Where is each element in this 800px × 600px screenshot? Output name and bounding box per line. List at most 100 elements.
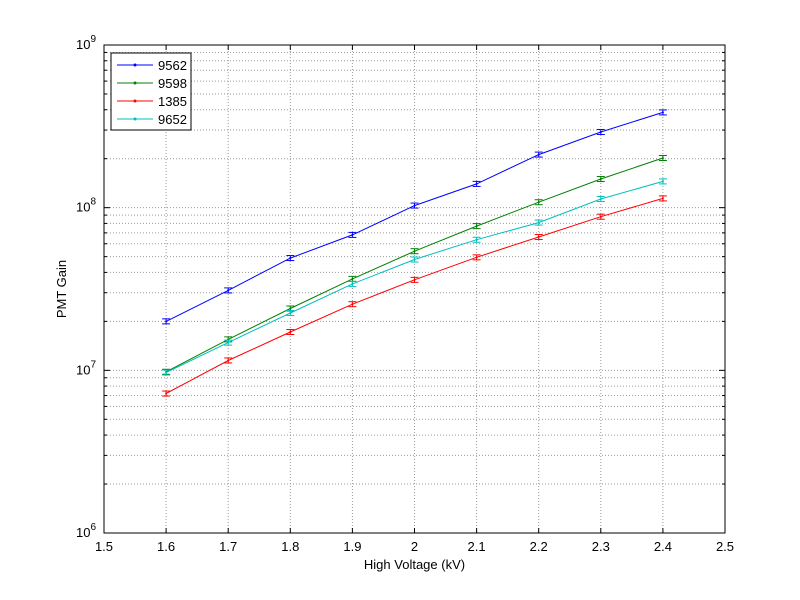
legend-label: 9562 <box>158 58 187 73</box>
axis-ticks <box>103 44 726 534</box>
data-point <box>162 318 171 325</box>
x-tick-label: 2.3 <box>592 539 610 554</box>
marker <box>599 178 602 181</box>
marker <box>227 359 230 362</box>
data-point <box>472 236 481 243</box>
marker <box>537 201 540 204</box>
marker <box>475 225 478 228</box>
data-point <box>410 248 419 255</box>
legend-marker <box>133 99 137 103</box>
data-point <box>410 276 419 283</box>
data-point <box>348 231 357 238</box>
data-point <box>410 202 419 209</box>
marker <box>661 197 664 200</box>
marker <box>351 303 354 306</box>
data-point <box>534 151 543 158</box>
x-tick-label: 2 <box>411 539 418 554</box>
marker <box>289 257 292 260</box>
y-tick-label: 108 <box>76 197 96 215</box>
series-9652 <box>162 178 667 376</box>
marker <box>661 111 664 114</box>
data-point <box>596 213 605 220</box>
data-point <box>658 109 667 116</box>
marker <box>165 392 168 395</box>
x-axis-title: High Voltage (kV) <box>364 557 465 572</box>
data-point <box>658 154 667 161</box>
x-tick-labels: 1.5 1.6 1.7 1.8 1.9 2 2.1 2.2 2.3 2.4 2.5 <box>95 539 734 554</box>
data-point <box>658 195 667 202</box>
marker <box>227 289 230 292</box>
y-tick-label: 107 <box>76 359 96 377</box>
legend-marker <box>133 81 137 85</box>
marker <box>661 156 664 159</box>
legend-label: 1385 <box>158 94 187 109</box>
y-tick-label: 106 <box>76 522 96 540</box>
legend-entry-1385: 1385 <box>117 94 187 109</box>
x-tick-label: 1.7 <box>219 539 237 554</box>
series-9562 <box>162 109 667 325</box>
data-point <box>534 234 543 241</box>
marker <box>351 277 354 280</box>
legend-entry-9652: 9652 <box>117 112 187 127</box>
y-tick-labels: 106 107 108 109 <box>76 34 96 540</box>
legend: 9562 9598 1385 9652 <box>110 52 192 131</box>
x-tick-label: 1.9 <box>343 539 361 554</box>
series-lines <box>162 109 667 397</box>
marker <box>599 198 602 201</box>
data-point <box>596 128 605 135</box>
marker <box>165 371 168 374</box>
data-point <box>348 280 357 287</box>
data-point <box>162 369 171 376</box>
marker <box>413 250 416 253</box>
data-point <box>224 339 233 346</box>
data-point <box>286 329 295 336</box>
data-point <box>224 287 233 294</box>
x-tick-label: 2.1 <box>468 539 486 554</box>
marker <box>289 312 292 315</box>
x-tick-label: 2.5 <box>716 539 734 554</box>
marker <box>475 182 478 185</box>
legend-box <box>110 52 192 131</box>
data-point <box>286 255 295 262</box>
marker <box>289 307 292 310</box>
marker <box>351 233 354 236</box>
series-1385 <box>162 195 667 397</box>
x-tick-label: 1.5 <box>95 539 113 554</box>
legend-marker <box>133 117 137 121</box>
x-tick-label: 1.6 <box>157 539 175 554</box>
marker <box>475 256 478 259</box>
legend-label: 9598 <box>158 76 187 91</box>
marker <box>537 221 540 224</box>
data-point <box>534 219 543 226</box>
data-point <box>286 310 295 317</box>
legend-entry-9562: 9562 <box>117 58 187 73</box>
legend-entry-9598: 9598 <box>117 76 187 91</box>
marker <box>661 180 664 183</box>
marker <box>351 282 354 285</box>
marker <box>537 153 540 156</box>
data-point <box>472 223 481 230</box>
marker <box>599 215 602 218</box>
data-point <box>534 199 543 206</box>
marker <box>165 320 168 323</box>
marker <box>413 278 416 281</box>
marker <box>289 331 292 334</box>
data-point <box>348 301 357 308</box>
legend-label: 9652 <box>158 112 187 127</box>
data-point <box>596 196 605 203</box>
data-point <box>658 178 667 185</box>
data-point <box>162 390 171 397</box>
marker <box>413 258 416 261</box>
y-axis-title: PMT Gain <box>54 260 69 318</box>
y-tick-label: 109 <box>76 34 96 52</box>
marker <box>599 130 602 133</box>
data-point <box>596 176 605 183</box>
marker <box>227 341 230 344</box>
x-tick-label: 1.8 <box>281 539 299 554</box>
data-point <box>410 256 419 263</box>
x-tick-label: 2.2 <box>530 539 548 554</box>
data-point <box>472 254 481 261</box>
x-tick-label: 2.4 <box>654 539 672 554</box>
data-point <box>224 357 233 364</box>
